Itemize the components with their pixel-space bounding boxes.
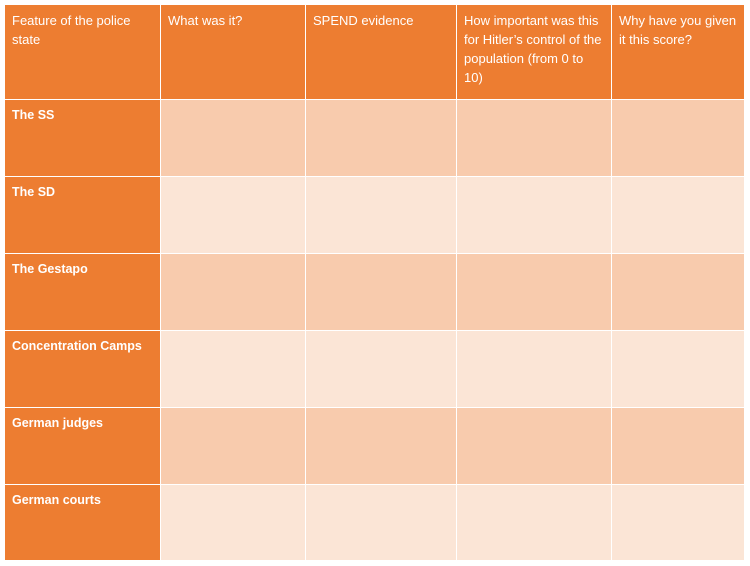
empty-cell — [306, 408, 456, 484]
row-header: The Gestapo — [5, 254, 160, 330]
empty-cell — [161, 254, 305, 330]
empty-cell — [612, 331, 744, 407]
empty-cell — [612, 100, 744, 176]
column-header: What was it? — [161, 5, 305, 99]
column-header: How important was this for Hitler’s cont… — [457, 5, 611, 99]
empty-cell — [161, 177, 305, 253]
column-header: Feature of the police state — [5, 5, 160, 99]
empty-cell — [457, 331, 611, 407]
row-header: The SD — [5, 177, 160, 253]
empty-cell — [306, 100, 456, 176]
empty-cell — [161, 408, 305, 484]
empty-cell — [457, 485, 611, 560]
empty-cell — [306, 177, 456, 253]
empty-cell — [161, 485, 305, 560]
empty-cell — [457, 408, 611, 484]
empty-cell — [612, 485, 744, 560]
empty-cell — [612, 177, 744, 253]
empty-cell — [161, 331, 305, 407]
empty-cell — [612, 254, 744, 330]
empty-cell — [306, 254, 456, 330]
empty-cell — [306, 485, 456, 560]
column-header: Why have you given it this score? — [612, 5, 744, 99]
row-header: German judges — [5, 408, 160, 484]
column-header: SPEND evidence — [306, 5, 456, 99]
empty-cell — [457, 177, 611, 253]
row-header: The SS — [5, 100, 160, 176]
empty-cell — [306, 331, 456, 407]
empty-cell — [457, 254, 611, 330]
row-header: Concentration Camps — [5, 331, 160, 407]
empty-cell — [457, 100, 611, 176]
row-header: German courts — [5, 485, 160, 560]
empty-cell — [612, 408, 744, 484]
empty-cell — [161, 100, 305, 176]
